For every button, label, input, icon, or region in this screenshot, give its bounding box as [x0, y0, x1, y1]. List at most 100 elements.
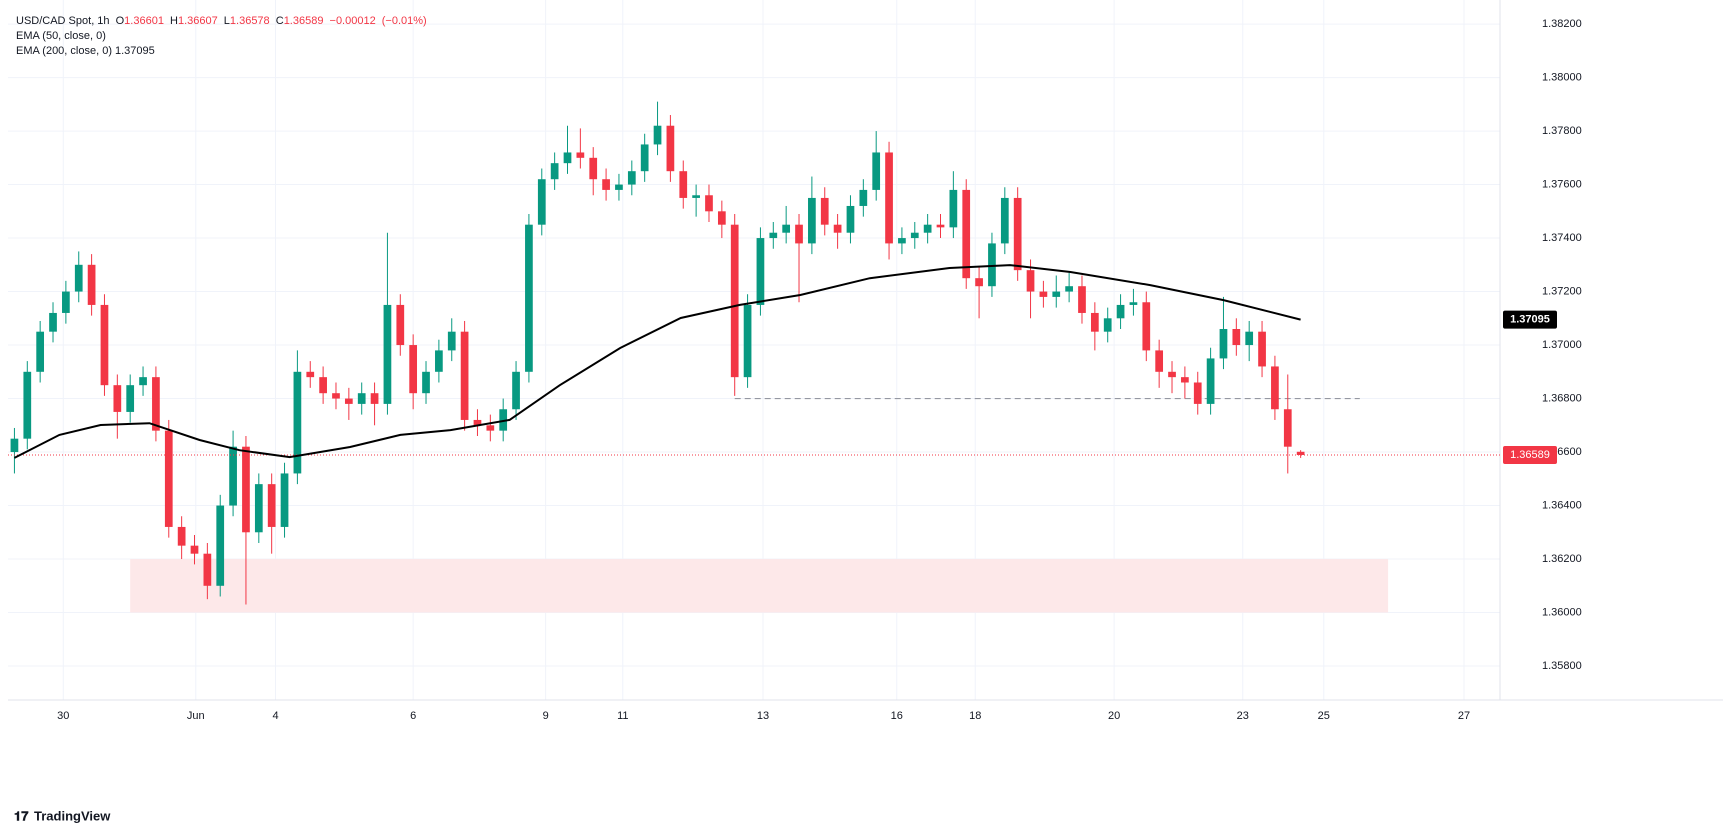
- candle-body: [769, 232, 778, 239]
- candle-body: [319, 377, 327, 394]
- candle-body: [10, 438, 19, 453]
- candle-body: [409, 345, 418, 394]
- ema-200-line: [13, 264, 1301, 459]
- brand-logo: 𝟏𝟕: [14, 808, 29, 823]
- candle-body: [396, 304, 405, 346]
- y-tick-label: 1.37000: [1542, 339, 1582, 351]
- candle-body: [1219, 329, 1228, 359]
- x-tick-label: 18: [969, 710, 981, 722]
- x-tick-label: 30: [57, 710, 69, 722]
- candle-body: [589, 157, 598, 180]
- y-tick-label: 1.37400: [1542, 232, 1582, 244]
- candle-body: [692, 195, 700, 198]
- candle-body: [512, 371, 520, 410]
- candle-body: [473, 419, 482, 426]
- candle-body: [615, 184, 623, 190]
- candle-body: [74, 264, 83, 292]
- candle-body: [666, 125, 675, 172]
- candle-body: [872, 152, 881, 190]
- ohlc-value: 1.36607: [177, 15, 218, 27]
- candle-body: [139, 377, 147, 386]
- candle-body: [190, 545, 199, 554]
- candle-body: [576, 152, 585, 158]
- candle-body: [1232, 329, 1241, 346]
- candle-body: [1296, 451, 1305, 455]
- last-price-label: 1.36589: [1510, 449, 1550, 461]
- ema-200-row: EMA (200, close, 0) 1.37095: [16, 44, 430, 59]
- candle-body: [499, 409, 508, 431]
- candle-body: [962, 189, 971, 279]
- candle-body: [486, 425, 495, 431]
- last-price-box: [1503, 445, 1557, 464]
- candle-body: [833, 224, 842, 233]
- candle-body: [1283, 409, 1292, 447]
- change-percent: (−0.01%): [381, 15, 427, 27]
- candle-body: [306, 371, 315, 378]
- ohlc-value: 1.36601: [124, 15, 164, 27]
- x-tick-label: 16: [891, 710, 903, 722]
- candle-body: [1193, 382, 1202, 404]
- candle-body: [705, 195, 713, 212]
- ohlc-row: USD/CAD Spot, 1h O1.36601 H1.36607 L1.36…: [16, 14, 430, 29]
- candle-body: [717, 211, 726, 225]
- ema-50-row: EMA (50, close, 0): [16, 29, 430, 44]
- candle-body: [730, 224, 739, 378]
- candle-body: [743, 304, 752, 378]
- x-tick-label: 20: [1108, 710, 1120, 722]
- ohlc-key: C: [275, 15, 284, 27]
- candle-body: [447, 331, 456, 351]
- candle-body: [49, 312, 57, 332]
- candle-body: [1142, 302, 1151, 351]
- ema-box: [1503, 310, 1557, 329]
- candle-body: [113, 385, 122, 412]
- ohlc-key: O: [115, 15, 125, 27]
- ohlc-key: H: [170, 15, 178, 27]
- y-tick-label: 1.36800: [1542, 392, 1582, 404]
- candle-body: [525, 224, 533, 372]
- candle-body: [550, 163, 559, 180]
- x-tick-label: 27: [1458, 710, 1470, 722]
- candle-body: [1245, 331, 1254, 346]
- candle-body: [756, 238, 765, 305]
- y-tick-label: 1.38200: [1542, 18, 1582, 30]
- x-tick-label: 9: [543, 710, 549, 722]
- ohlc-close: C1.36589: [276, 15, 324, 27]
- candle-body: [1052, 291, 1061, 297]
- candle-body: [422, 371, 430, 394]
- candle-body: [1155, 350, 1164, 372]
- y-tick-label: 1.37600: [1542, 178, 1582, 190]
- ohlc-open: O1.36601: [116, 15, 164, 27]
- candle-body: [537, 179, 546, 225]
- ohlc-key: L: [223, 15, 230, 27]
- candle-body: [344, 398, 353, 404]
- candle-body: [898, 238, 906, 244]
- candle-body: [1013, 197, 1022, 271]
- x-tick-label: Jun: [187, 710, 205, 722]
- x-tick-label: 6: [410, 710, 416, 722]
- candle-body: [164, 430, 173, 527]
- y-tick-label: 1.37800: [1542, 125, 1582, 137]
- x-tick-label: 13: [757, 710, 769, 722]
- candle-body: [679, 171, 688, 198]
- candle-body: [23, 371, 32, 439]
- candle-body: [435, 350, 443, 372]
- brand: TradingView: [34, 808, 111, 823]
- ohlc-value: 1.36578: [229, 15, 270, 27]
- change: −0.00012: [329, 15, 376, 27]
- candle-body: [242, 446, 250, 533]
- candle-body: [1039, 291, 1048, 297]
- ohlc-low: L1.36578: [224, 15, 270, 27]
- y-tick-label: 1.37200: [1542, 285, 1582, 297]
- candle-body: [87, 264, 96, 305]
- candle-body: [1168, 371, 1176, 378]
- y-tick-label: 1.35800: [1542, 660, 1582, 672]
- candle-body: [988, 243, 996, 287]
- candle-body: [653, 125, 662, 145]
- candle-body: [229, 446, 237, 506]
- candle-body: [936, 224, 945, 228]
- candle-body: [1000, 197, 1009, 244]
- candle-body: [627, 171, 636, 185]
- candle-body: [640, 144, 649, 172]
- candle-body: [1065, 286, 1073, 292]
